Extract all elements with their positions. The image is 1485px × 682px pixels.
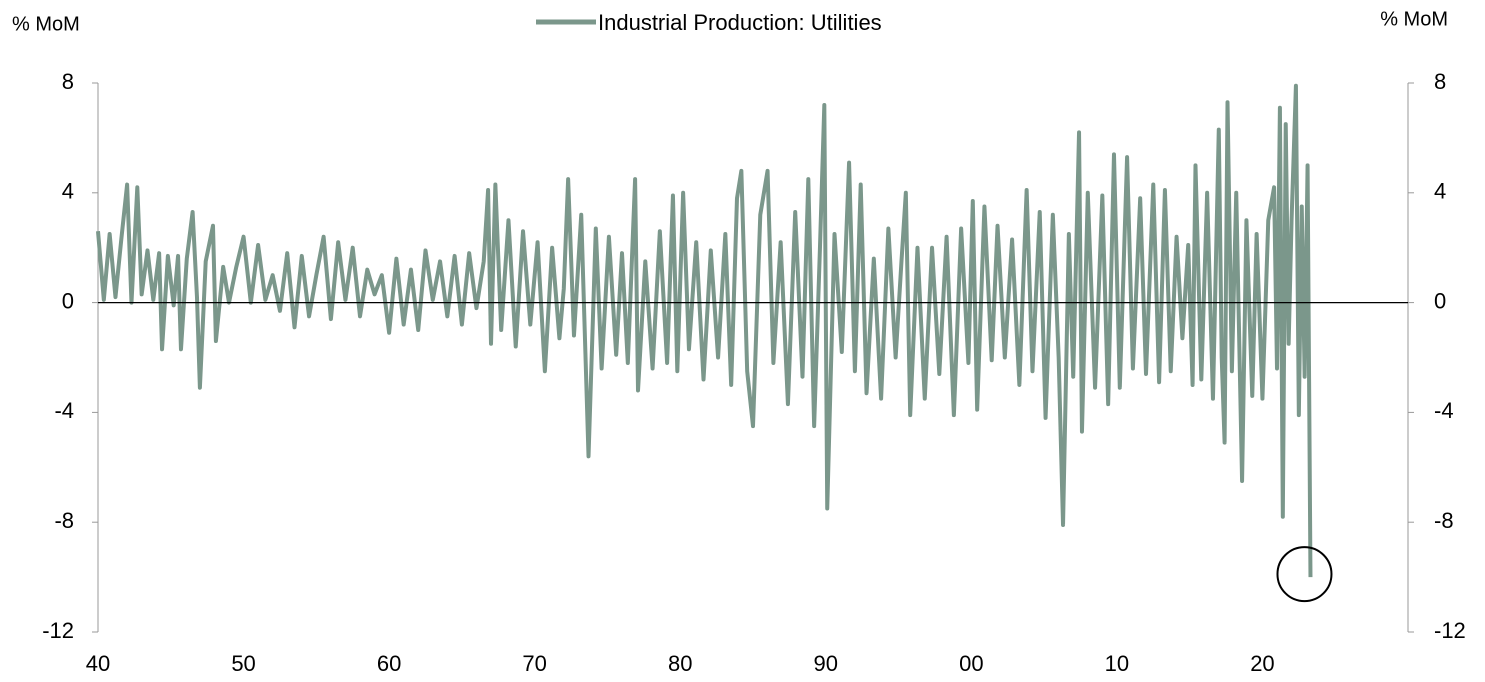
x-tick-label: 60 — [377, 651, 401, 676]
y-axis-label: % MoM — [12, 13, 80, 35]
x-tick-label: 90 — [814, 651, 838, 676]
y-tick-label: 0 — [62, 288, 74, 313]
y-tick-label: -4 — [54, 398, 74, 423]
x-tick-label: 20 — [1250, 651, 1274, 676]
x-tick-label: 40 — [86, 651, 110, 676]
y2-tick-label: -12 — [1434, 618, 1466, 643]
y-tick-label: 8 — [62, 69, 74, 94]
legend-label: Industrial Production: Utilities — [598, 10, 882, 35]
highlight-circle — [1276, 546, 1333, 603]
y-tick-label: -12 — [42, 618, 74, 643]
y2-tick-label: 0 — [1434, 288, 1446, 313]
y-tick-label: 4 — [62, 179, 74, 204]
y2-axis-label: % MoM — [1380, 8, 1448, 30]
data-line — [96, 83, 1313, 578]
x-tick-label: 50 — [231, 651, 255, 676]
y-tick-label: -8 — [54, 508, 74, 533]
y2-tick-label: -8 — [1434, 508, 1454, 533]
x-tick-label: 10 — [1105, 651, 1129, 676]
y2-tick-label: 4 — [1434, 179, 1446, 204]
x-tick-label: 00 — [959, 651, 983, 676]
x-tick-label: 80 — [668, 651, 692, 676]
y2-tick-label: -4 — [1434, 398, 1454, 423]
y2-tick-label: 8 — [1434, 69, 1446, 94]
x-tick-label: 70 — [522, 651, 546, 676]
